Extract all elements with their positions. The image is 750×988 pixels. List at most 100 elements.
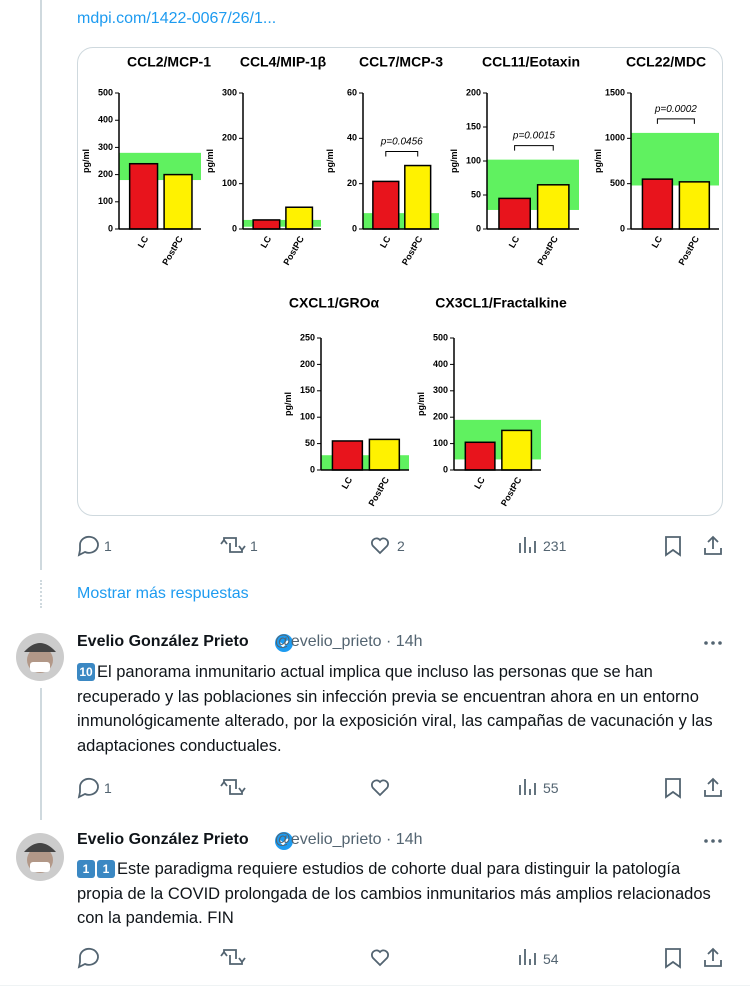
more-replies[interactable]: Mostrar más respuestas: [77, 585, 249, 602]
y-tick-label: 500: [610, 178, 625, 188]
y-tick-label: 0: [310, 464, 315, 474]
y-tick-label: 200: [300, 359, 315, 369]
y-tick-label: 200: [433, 412, 448, 422]
bar: [501, 429, 533, 471]
y-tick-label: 0: [352, 223, 357, 233]
more-dots[interactable]: [704, 641, 722, 843]
bracket: [385, 151, 419, 157]
p-value: p=0.0015: [512, 131, 555, 142]
y-tick-label: 1500: [605, 87, 625, 97]
panel-title: CXCL1/GROα: [289, 295, 380, 311]
y-axis-label: pg/ml: [325, 149, 335, 173]
panel-title: CCL7/MCP-3: [359, 54, 443, 70]
y-tick-label: 200: [98, 169, 113, 179]
thread-line: [40, 688, 42, 820]
y-axis-label: pg/ml: [593, 149, 603, 173]
handle: @evelio_prieto: [274, 633, 382, 650]
time: · 14h: [386, 633, 423, 650]
panel-title: CCL11/Eotaxin: [482, 54, 580, 70]
y-tick-label: 200: [222, 133, 237, 143]
panel-title: CCL22/MDC: [626, 54, 706, 70]
panel-title: CX3CL1/Fractalkine: [435, 295, 567, 311]
tweet-header: Evelio González Prieto @evelio_prieto · 1…: [77, 831, 423, 849]
y-tick-label: 0: [620, 223, 625, 233]
view-count: 231: [543, 538, 567, 554]
retweet-count: 1: [250, 538, 258, 554]
y-tick-label: 300: [433, 385, 448, 395]
y-tick-label: 0: [476, 223, 481, 233]
y-tick-label: 40: [347, 133, 357, 143]
bar: [331, 440, 364, 471]
retweet-icon[interactable]: [220, 537, 246, 553]
bar: [404, 164, 432, 230]
y-tick-label: 500: [98, 87, 113, 97]
thread-dots: [40, 580, 44, 608]
verified: [275, 634, 293, 850]
bar: [641, 178, 674, 230]
chart-image: CCL2/MCP-1 0 100 200 300 400 500 pg/ml LC PostPC C…: [77, 47, 723, 516]
y-tick-label: 100: [98, 196, 113, 206]
reference-band: [243, 219, 321, 227]
bracket: [656, 118, 695, 124]
y-tick-label: 500: [433, 332, 448, 342]
y-tick-label: 150: [300, 385, 315, 395]
y-tick-label: 1000: [605, 133, 625, 143]
y-tick-label: 300: [98, 142, 113, 152]
tweet-text: 1 1 Este paradigma requiere estudios de co…: [77, 857, 727, 931]
time: · 14h: [386, 831, 423, 848]
y-axis-label: pg/ml: [283, 392, 293, 416]
author-name: Evelio González Prieto: [77, 633, 249, 650]
y-tick-label: 0: [232, 223, 237, 233]
y-axis-label: pg/ml: [449, 149, 459, 173]
bar: [368, 438, 401, 471]
y-tick-label: 50: [305, 438, 315, 448]
y-tick-label: 400: [98, 115, 113, 125]
y-tick-label: 250: [300, 332, 315, 342]
view-count: 54: [543, 951, 559, 967]
tweet-text: 10 El panorama inmunitario actual implica…: [77, 660, 727, 758]
keycap: 1: [97, 860, 115, 878]
y-tick-label: 150: [466, 121, 481, 131]
view-count: 55: [543, 780, 559, 796]
panel-title: CCL2/MCP-1: [127, 54, 211, 70]
reply-icon[interactable]: [77, 535, 99, 557]
divider: [0, 985, 750, 986]
link[interactable]: mdpi.com/1422-0067/26/1...: [77, 10, 277, 27]
verified-check: [279, 640, 289, 846]
tweet-header: Evelio González Prieto @evelio_prieto · 1…: [77, 633, 423, 651]
reply-count: 1: [104, 538, 112, 554]
y-tick-label: 100: [466, 155, 481, 165]
reply-count: 1: [104, 780, 112, 796]
like-icon[interactable]: [371, 537, 389, 555]
icon-set: [77, 535, 722, 968]
handle: @evelio_prieto: [274, 831, 382, 848]
keycap: 10: [77, 663, 95, 681]
bar: [536, 184, 570, 230]
p-value: p=0.0002: [654, 104, 697, 115]
y-tick-label: 200: [466, 87, 481, 97]
like-count: 2: [397, 538, 405, 554]
bar: [464, 441, 496, 471]
bookmark-icon[interactable]: [665, 536, 681, 557]
y-tick-label: 400: [433, 359, 448, 369]
y-tick-label: 60: [347, 87, 357, 97]
bar: [372, 180, 400, 230]
p-value: p=0.0456: [380, 137, 423, 148]
y-tick-label: 100: [300, 412, 315, 422]
y-axis-label: pg/ml: [416, 392, 426, 416]
y-axis-label: pg/ml: [81, 149, 91, 173]
reference-band: [631, 132, 719, 186]
y-tick-label: 50: [471, 189, 481, 199]
y-tick-label: 0: [108, 223, 113, 233]
avatar: [16, 833, 64, 881]
y-axis-label: pg/ml: [205, 149, 215, 173]
y-tick-label: 100: [433, 438, 448, 448]
text: Este paradigma requiere estudios de coho…: [77, 860, 711, 927]
share-icon[interactable]: [704, 535, 722, 555]
y-tick-label: 300: [222, 87, 237, 97]
thread-line: [40, 0, 42, 570]
views-icon[interactable]: [519, 537, 536, 553]
y-tick-label: 0: [443, 464, 448, 474]
